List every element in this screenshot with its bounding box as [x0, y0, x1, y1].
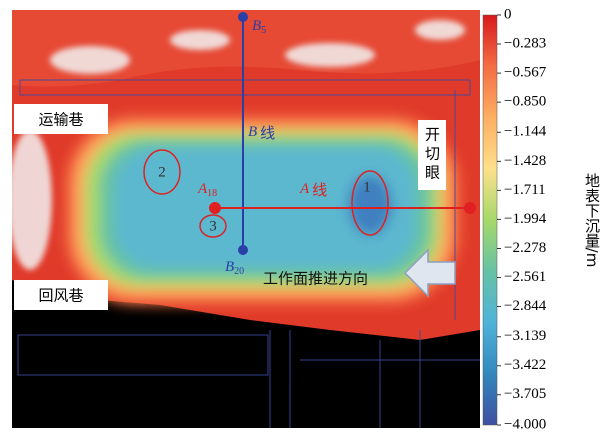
- colorbar-tick-label: −2.561: [504, 269, 546, 285]
- colorbar-tick-label: −4.000: [504, 416, 546, 432]
- letter: B: [252, 18, 261, 34]
- colorbar-tick-label: −2.278: [504, 240, 546, 256]
- region-label: 1: [363, 179, 371, 195]
- advance-direction: 工作面推进方向: [263, 270, 368, 288]
- colorbar-strip: [482, 14, 498, 426]
- colorbar-tick-label: −3.139: [504, 328, 546, 344]
- region-label: 3: [209, 218, 217, 234]
- colorbar-tick-label: −0.850: [504, 94, 546, 110]
- colorbar-title: 地表下沉量/m: [583, 173, 601, 268]
- colorbar-tick-label: −0.567: [504, 65, 547, 81]
- open-cut: 开切眼: [423, 127, 441, 184]
- direction-arrow: [403, 248, 456, 298]
- suffix: 线: [312, 181, 327, 199]
- suffix: 线: [260, 124, 275, 142]
- colorbar-tick-label: 0: [504, 6, 512, 22]
- point-b20: B20: [225, 259, 244, 277]
- colorbar-tick-label: −2.844: [504, 298, 547, 314]
- colorbar-tick-label: −1.994: [504, 211, 547, 227]
- sub: 5: [261, 25, 266, 36]
- region-label: 2: [158, 164, 166, 180]
- colorbar-tick-label: −3.705: [504, 386, 546, 402]
- letter: A: [197, 181, 208, 197]
- letter: B: [248, 124, 257, 140]
- haulage-roadway: 运输巷: [38, 111, 83, 129]
- colorbar: 地表下沉量/m 0 −0.283 −0.567 −0.850 −1.144 −1.428 −…: [482, 6, 601, 432]
- letter: A: [299, 181, 310, 197]
- colorbar-tick-label: −3.422: [504, 357, 546, 373]
- sub: 20: [234, 266, 244, 277]
- sub: 18: [207, 188, 217, 199]
- colorbar-tick-label: −0.283: [504, 35, 546, 51]
- colorbar-tick-label: −1.144: [504, 124, 547, 140]
- letter: B: [225, 259, 234, 275]
- colorbar-tick-label: −1.428: [504, 153, 546, 169]
- point-a18: A18: [197, 181, 217, 199]
- colorbar-tick-label: −1.711: [504, 182, 546, 198]
- subsidence-map: [12, 10, 480, 428]
- point-b5: B5: [252, 18, 266, 36]
- return-roadway: 回风巷: [38, 287, 83, 305]
